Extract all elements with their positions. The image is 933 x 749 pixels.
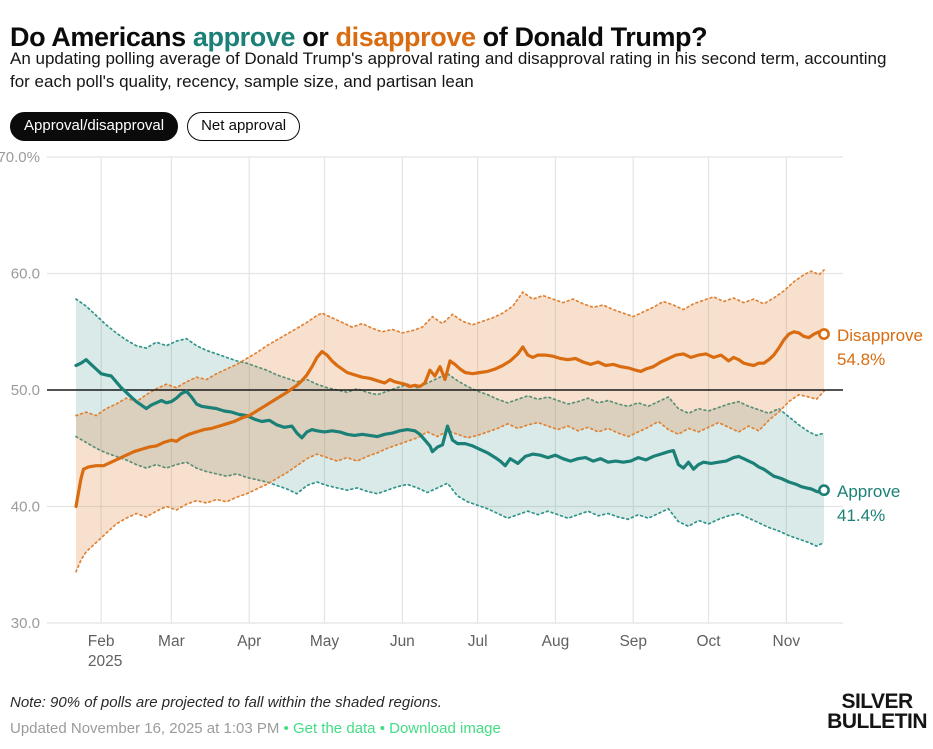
- toggle-approval-disapproval[interactable]: Approval/disapproval: [10, 112, 179, 141]
- approve-line: [74, 358, 826, 495]
- view-toggle-group: Approval/disapproval Net approval: [10, 112, 301, 141]
- disapprove-line: [74, 330, 826, 509]
- y-tick-label: 70.0%: [0, 149, 40, 166]
- disapprove-end-label: Disapprove: [837, 326, 923, 345]
- y-tick-label: 40.0: [11, 499, 40, 516]
- logo-line-2: BULLETIN: [827, 709, 927, 733]
- silver-bulletin-logo: SILVER BULLETIN: [827, 690, 927, 733]
- footer: Updated November 16, 2025 at 1:03 PM • G…: [10, 720, 501, 737]
- approve-band-edge: [75, 435, 825, 548]
- title-mid: or: [295, 22, 336, 53]
- approve-end-marker: [818, 484, 830, 497]
- footer-bullet: •: [379, 720, 385, 737]
- y-tick-label: 30.0: [11, 615, 40, 632]
- title-disapprove-word: disapprove: [335, 22, 476, 53]
- x-tick-label: Oct: [696, 633, 721, 650]
- x-tick-year-label: 2025: [88, 653, 122, 670]
- disapprove-band-edge: [75, 269, 825, 417]
- chart-note: Note: 90% of polls are projected to fall…: [10, 694, 442, 711]
- updated-timestamp: Updated November 16, 2025 at 1:03 PM: [10, 720, 280, 737]
- title-post: of Donald Trump?: [475, 22, 708, 53]
- x-tick-label: Apr: [237, 633, 261, 650]
- footer-bullet: •: [283, 720, 289, 737]
- y-tick-label: 60.0: [11, 266, 40, 283]
- get-the-data-link[interactable]: Get the data: [292, 720, 376, 737]
- x-tick-label: Mar: [158, 633, 185, 650]
- x-tick-label: Jul: [468, 633, 488, 650]
- disapprove-band: [76, 270, 824, 572]
- logo-line-1: SILVER: [841, 690, 913, 713]
- page-title: Do Americans approve or disapprove of Do…: [10, 22, 708, 53]
- title-pre: Do Americans: [10, 22, 193, 53]
- x-tick-label: Jun: [390, 633, 415, 650]
- approve-band: [76, 299, 824, 547]
- title-approve-word: approve: [192, 22, 296, 53]
- x-tick-label: Nov: [773, 633, 801, 650]
- download-image-link[interactable]: Download image: [389, 720, 501, 737]
- disapprove-end-value: 54.8%: [837, 350, 885, 369]
- y-tick-label: 50.0: [11, 382, 40, 399]
- disapprove-end-marker: [818, 328, 830, 340]
- chart-subtitle: An updating polling average of Donald Tr…: [10, 49, 887, 92]
- toggle-net-approval[interactable]: Net approval: [187, 112, 301, 141]
- approve-end-value: 41.4%: [837, 506, 885, 525]
- x-tick-label: Sep: [619, 633, 647, 650]
- x-tick-label: Aug: [542, 633, 570, 650]
- x-tick-label: May: [310, 633, 340, 650]
- approve-end-label: Approve: [837, 482, 900, 501]
- approve-band-edge: [75, 298, 825, 437]
- approval-chart[interactable]: 70.0% 60.0 50.0 40.0 30.0 Feb 2025 Mar Apr May Jun…: [0, 145, 933, 690]
- x-tick-label: Feb: [88, 633, 115, 650]
